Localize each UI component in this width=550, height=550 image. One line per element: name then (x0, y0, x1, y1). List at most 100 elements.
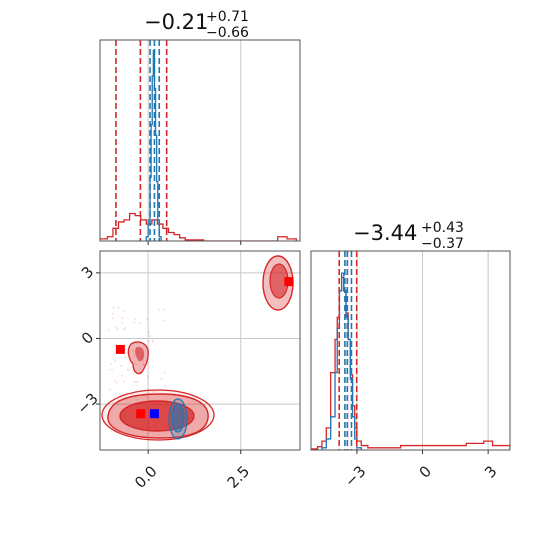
title-p2-upper: +0.43 (421, 220, 464, 236)
scatter-point (124, 327, 126, 329)
marker-red-0 (136, 409, 146, 419)
scatter-point (120, 365, 122, 367)
scatter-point (136, 380, 139, 383)
title-p2-value: −3.44 (353, 221, 417, 245)
title-p1-value: −0.21 (144, 10, 208, 34)
scatter-point (164, 385, 166, 388)
scatter-point (162, 319, 164, 322)
scatter-point (112, 317, 114, 320)
tick-label-c-y-0: −3 (73, 390, 101, 418)
scatter-point (133, 381, 136, 383)
scatter-point (154, 390, 156, 393)
scatter-point (117, 403, 119, 406)
scatter-point (143, 364, 145, 367)
red-contours (101, 255, 294, 441)
scatter-point (134, 318, 137, 320)
tick-label-c-x-1: 2.5 (224, 462, 254, 492)
ticks-p2-histogram: −3 0 3 (341, 450, 501, 491)
tick-label-p2-1: 0 (416, 462, 435, 481)
scatter-point (133, 355, 135, 357)
marker-blue-0 (149, 409, 159, 419)
scatter-point (126, 368, 129, 371)
scatter-point (123, 356, 126, 358)
title-p2-lower: −0.37 (421, 236, 464, 252)
quantile-lines-p1 (115, 40, 168, 241)
grid-p2-histogram (356, 251, 489, 450)
title-p1-lower: −0.66 (206, 25, 249, 41)
marker-red-1 (115, 344, 125, 354)
tick-label-c-x-0: 0.0 (131, 462, 161, 492)
scatter-point (148, 331, 150, 334)
scatter-point (121, 374, 123, 377)
scatter-point (160, 378, 163, 380)
scatter-point (147, 388, 149, 391)
scatter-point (121, 322, 123, 324)
scatter-point (108, 388, 111, 391)
red-contour-secondary-core (135, 346, 145, 362)
panel-p1-p2-density: 0.0 2.5 −3 0 3 (73, 250, 301, 492)
panel-p1-histogram: −0.21 +0.71 −0.66 (99, 9, 301, 245)
marker-red-2 (284, 277, 294, 287)
scatter-point (114, 360, 117, 362)
scatter-point (112, 402, 114, 404)
blue-contour-inner (171, 403, 185, 433)
histograms-p2 (311, 272, 510, 450)
scatter-point (110, 363, 112, 366)
scatter-point (147, 376, 149, 379)
scatter-point (152, 339, 154, 342)
title-p1-upper: +0.71 (206, 9, 249, 25)
scatter-point (164, 372, 166, 374)
ticks-p1-histogram (147, 241, 242, 245)
scatter-point (111, 369, 113, 371)
scatter-point (112, 306, 115, 309)
scatter-point (158, 308, 160, 311)
scatter-point (131, 393, 133, 395)
scatter-point (146, 396, 148, 399)
histogram-p2-red (311, 276, 510, 450)
scatter-point (123, 328, 126, 331)
scatter-point (139, 322, 141, 324)
scatter-point (128, 369, 130, 372)
scatter-point (136, 398, 139, 401)
scatter-point (133, 321, 136, 324)
scatter-point (114, 380, 116, 382)
scatter-point (163, 308, 165, 311)
scatter-point (132, 349, 134, 352)
panel-p2-histogram: −3 0 3 −3.44 +0.43 −0.37 (310, 220, 511, 491)
histogram-p1-red (100, 212, 297, 241)
scatter-point (117, 399, 120, 401)
scatter-point (107, 368, 110, 371)
scatter-point (147, 340, 150, 343)
scatter-point (117, 307, 120, 309)
frame-p1-p2 (99, 250, 301, 451)
scatter-point (135, 380, 137, 383)
tick-label-c-y-2: 3 (78, 263, 97, 282)
scatter-point (112, 312, 114, 315)
scatter-point (133, 354, 136, 356)
scatter-point (149, 335, 151, 338)
tick-label-p2-2: 3 (481, 462, 500, 481)
scatter-point (116, 328, 119, 330)
scatter-point (151, 341, 154, 343)
frame-p2-histogram (310, 250, 511, 451)
scatter-point (123, 380, 125, 383)
scatter-point (114, 326, 117, 328)
scatter-point (121, 317, 124, 319)
scatter-point (146, 318, 149, 321)
scatter-point (135, 363, 138, 365)
quantile-lines-p2 (338, 251, 358, 450)
histograms-p1 (100, 49, 297, 241)
blue-contours (168, 398, 188, 440)
grid-p1-histogram (147, 40, 242, 241)
scatter-point (144, 395, 146, 398)
scatter-point (134, 360, 136, 363)
mode-markers (115, 277, 294, 419)
tick-label-c-y-1: 0 (78, 328, 97, 347)
scatter-point (107, 329, 110, 332)
scatter-point (142, 360, 144, 363)
scatter-point (115, 382, 118, 384)
tick-label-p2-0: −3 (341, 462, 369, 490)
scatter-point (142, 363, 144, 366)
frame-p1-histogram (99, 39, 301, 242)
